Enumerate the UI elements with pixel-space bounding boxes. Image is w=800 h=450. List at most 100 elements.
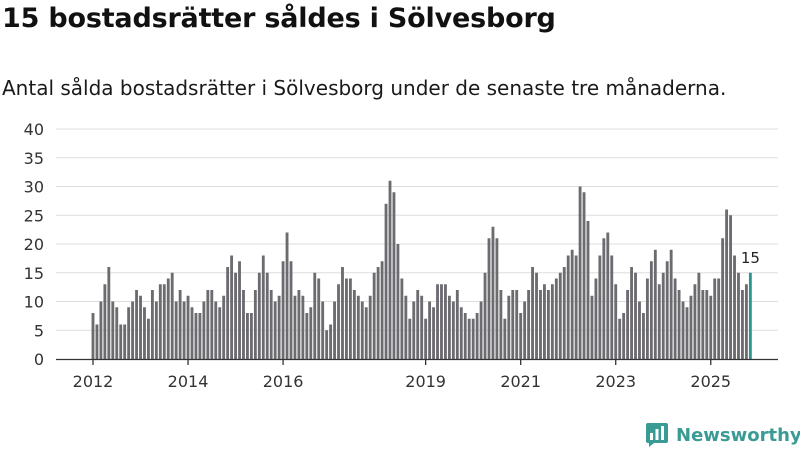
bar <box>194 313 198 359</box>
bar <box>677 290 681 359</box>
bar <box>507 295 511 359</box>
bar <box>424 318 428 359</box>
bar <box>396 244 400 359</box>
bar <box>436 284 439 359</box>
bar <box>444 284 447 359</box>
bar <box>198 313 202 359</box>
bar <box>543 284 546 359</box>
bar <box>317 278 321 359</box>
bar <box>523 301 527 359</box>
bar <box>673 278 677 359</box>
bar <box>95 324 99 359</box>
bar <box>348 278 352 359</box>
bar <box>238 261 241 359</box>
bar <box>218 307 222 359</box>
bar <box>737 272 740 359</box>
bar <box>661 272 665 359</box>
bar <box>705 290 709 359</box>
bar <box>131 301 135 359</box>
bar <box>234 272 237 359</box>
bar <box>103 284 107 359</box>
bar <box>725 209 729 359</box>
bar <box>127 307 131 359</box>
bar <box>202 301 206 359</box>
bar <box>574 255 578 359</box>
bar <box>578 186 582 359</box>
bar <box>210 290 214 359</box>
bar <box>143 307 146 359</box>
x-tick-label: 2012 <box>73 372 114 391</box>
bar <box>135 290 138 359</box>
bar <box>483 272 487 359</box>
chart-subtitle: Antal sålda bostadsrätter i Sölvesborg u… <box>2 76 727 100</box>
bar <box>459 307 463 359</box>
bar <box>562 267 566 359</box>
bar <box>333 301 336 359</box>
bar <box>475 313 479 359</box>
x-tick-label: 2025 <box>690 372 731 391</box>
bar <box>352 290 356 359</box>
bar <box>392 192 396 359</box>
bar <box>170 272 174 359</box>
bar <box>495 238 499 359</box>
bar <box>388 180 392 359</box>
bar <box>582 192 586 359</box>
bar <box>329 324 333 359</box>
bar <box>550 284 554 359</box>
bar <box>190 307 194 359</box>
bar <box>539 290 542 359</box>
y-tick-label: 35 <box>24 149 44 168</box>
bar <box>182 301 186 359</box>
bar <box>515 290 519 359</box>
bar <box>649 261 653 359</box>
bar <box>123 324 127 359</box>
brand-name: Newsworthy <box>676 424 800 446</box>
bar <box>693 284 697 359</box>
bar <box>91 313 95 359</box>
bar <box>701 290 705 359</box>
bar <box>713 278 717 359</box>
bar <box>162 284 166 359</box>
bar <box>689 295 693 359</box>
bar <box>511 290 515 359</box>
bar <box>384 203 388 359</box>
x-tick-label: 2021 <box>500 372 541 391</box>
y-tick-label: 15 <box>24 264 44 283</box>
bar <box>531 267 534 359</box>
bar <box>428 301 432 359</box>
bar <box>337 284 340 359</box>
bar <box>455 290 459 359</box>
bar <box>432 307 435 359</box>
bar <box>503 318 507 359</box>
bar <box>214 301 218 359</box>
bar <box>174 301 178 359</box>
bar <box>566 255 570 359</box>
bar <box>610 255 614 359</box>
x-tick-label: 2016 <box>263 372 304 391</box>
bar <box>249 313 253 359</box>
bar <box>626 290 630 359</box>
bar <box>447 295 451 359</box>
bar <box>614 284 618 359</box>
bar <box>372 272 376 359</box>
bar <box>380 261 384 359</box>
bar <box>345 278 348 359</box>
bar <box>638 301 641 359</box>
y-tick-label: 25 <box>24 206 44 225</box>
bar <box>665 261 669 359</box>
bar <box>606 232 610 359</box>
bar <box>186 295 190 359</box>
bar <box>697 272 701 359</box>
newsworthy-icon <box>646 423 668 447</box>
y-tick-label: 0 <box>34 350 44 369</box>
bar <box>598 255 602 359</box>
bar <box>440 284 443 359</box>
bar <box>420 295 424 359</box>
bar <box>657 284 661 359</box>
bar <box>360 301 364 359</box>
bar <box>408 318 412 359</box>
bar <box>230 255 234 359</box>
bar <box>107 267 111 359</box>
bar <box>158 284 162 359</box>
bar-highlight <box>748 272 752 359</box>
